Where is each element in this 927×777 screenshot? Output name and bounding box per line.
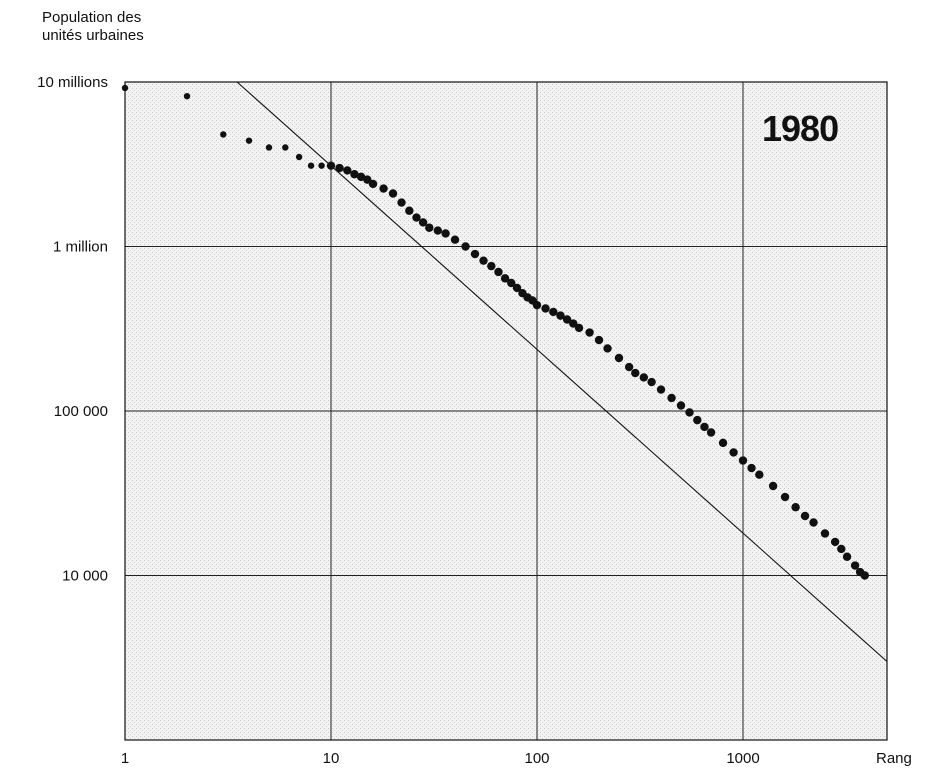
data-point-0-27 xyxy=(470,249,480,259)
data-point-0-37 xyxy=(532,300,542,310)
x-tick-label-0: 1 xyxy=(121,750,129,767)
data-point-0-17 xyxy=(388,189,398,198)
data-point-0-18 xyxy=(397,198,406,207)
data-point-0-66 xyxy=(791,503,800,512)
data-point-0-65 xyxy=(780,492,790,502)
data-point-0-31 xyxy=(500,274,510,283)
y-axis-title-line1: Population des xyxy=(42,9,141,26)
x-tick-label-1: 10 xyxy=(323,750,340,767)
data-point-0-12 xyxy=(350,170,359,179)
data-point-0-42 xyxy=(569,319,578,328)
y-tick-label-1: 1 million xyxy=(53,239,108,256)
data-point-0-20 xyxy=(412,213,421,222)
data-point-0-47 xyxy=(614,353,624,363)
y-tick-label-2: 100 000 xyxy=(54,403,108,420)
data-point-0-24 xyxy=(441,229,450,238)
data-point-0-48 xyxy=(624,362,634,372)
grid xyxy=(125,82,887,740)
data-point-0-51 xyxy=(647,377,656,387)
data-point-0-60 xyxy=(729,448,738,457)
data-point-0-68 xyxy=(809,518,818,527)
data-point-0-6 xyxy=(295,153,303,161)
data-point-0-50 xyxy=(639,373,649,382)
data-point-0-62 xyxy=(747,463,756,473)
data-point-0-16 xyxy=(379,184,388,193)
data-point-0-52 xyxy=(656,385,666,394)
fit-line-group xyxy=(236,81,888,662)
data-point-0-3 xyxy=(245,137,253,144)
data-point-0-49 xyxy=(631,368,640,378)
data-point-0-21 xyxy=(418,218,428,227)
data-point-0-56 xyxy=(693,415,702,425)
data-point-0-0 xyxy=(121,84,129,92)
data-point-0-70 xyxy=(830,537,840,547)
data-point-0-7 xyxy=(307,162,315,169)
y-tick-labels: 10 millions 1 million 100 000 10 000 xyxy=(37,74,108,585)
data-point-0-43 xyxy=(574,323,584,333)
data-point-0-61 xyxy=(738,456,748,465)
data-point-0-53 xyxy=(667,393,676,403)
data-point-0-72 xyxy=(842,552,852,561)
data-point-0-33 xyxy=(512,283,522,293)
data-point-0-32 xyxy=(507,278,516,288)
data-point-0-63 xyxy=(755,470,764,479)
y-axis-title-line2: unités urbaines xyxy=(42,27,144,44)
x-tick-label-3: 1000 xyxy=(726,750,759,767)
data-point-0-10 xyxy=(335,163,344,173)
data-point-0-14 xyxy=(363,175,372,184)
year-annotation: 1980 xyxy=(762,108,838,149)
data-point-0-57 xyxy=(700,422,709,432)
fit-line xyxy=(236,81,888,662)
data-point-0-75 xyxy=(860,571,869,580)
data-point-0-15 xyxy=(368,179,378,189)
data-point-0-58 xyxy=(706,428,716,437)
data-point-0-28 xyxy=(479,256,488,265)
data-point-0-73 xyxy=(850,561,860,570)
data-point-0-40 xyxy=(556,311,565,320)
data-point-0-29 xyxy=(487,261,496,271)
data-point-0-5 xyxy=(282,144,289,151)
data-point-0-1 xyxy=(183,92,191,100)
data-point-0-38 xyxy=(541,304,550,313)
plot-frame xyxy=(124,81,888,741)
data-point-0-45 xyxy=(594,335,604,345)
data-point-0-46 xyxy=(603,344,612,353)
data-point-0-25 xyxy=(450,235,460,244)
data-point-0-41 xyxy=(562,315,572,324)
data-point-0-71 xyxy=(837,544,846,554)
data-point-0-69 xyxy=(820,529,830,538)
data-point-0-67 xyxy=(800,511,810,521)
data-point-0-11 xyxy=(343,166,352,175)
data-point-0-23 xyxy=(433,226,443,235)
data-point-0-59 xyxy=(718,438,728,448)
data-points xyxy=(121,84,869,580)
x-tick-labels: 1 10 100 1000 xyxy=(121,750,760,767)
data-point-0-54 xyxy=(676,401,686,410)
data-point-0-4 xyxy=(265,144,273,151)
x-tick-label-2: 100 xyxy=(524,750,549,767)
data-point-0-19 xyxy=(405,206,414,215)
data-point-0-22 xyxy=(425,223,434,232)
y-tick-label-3: 10 000 xyxy=(62,568,108,585)
data-point-0-39 xyxy=(549,307,558,317)
data-point-0-8 xyxy=(318,162,325,169)
data-point-0-44 xyxy=(585,328,594,337)
y-tick-label-0: 10 millions xyxy=(37,74,108,91)
x-axis-title: Rang xyxy=(876,750,912,767)
data-point-0-64 xyxy=(768,481,778,491)
data-point-0-9 xyxy=(326,161,336,170)
data-point-0-2 xyxy=(220,131,227,138)
data-point-0-30 xyxy=(494,267,503,277)
data-point-0-55 xyxy=(685,408,694,417)
data-point-0-26 xyxy=(461,242,470,251)
